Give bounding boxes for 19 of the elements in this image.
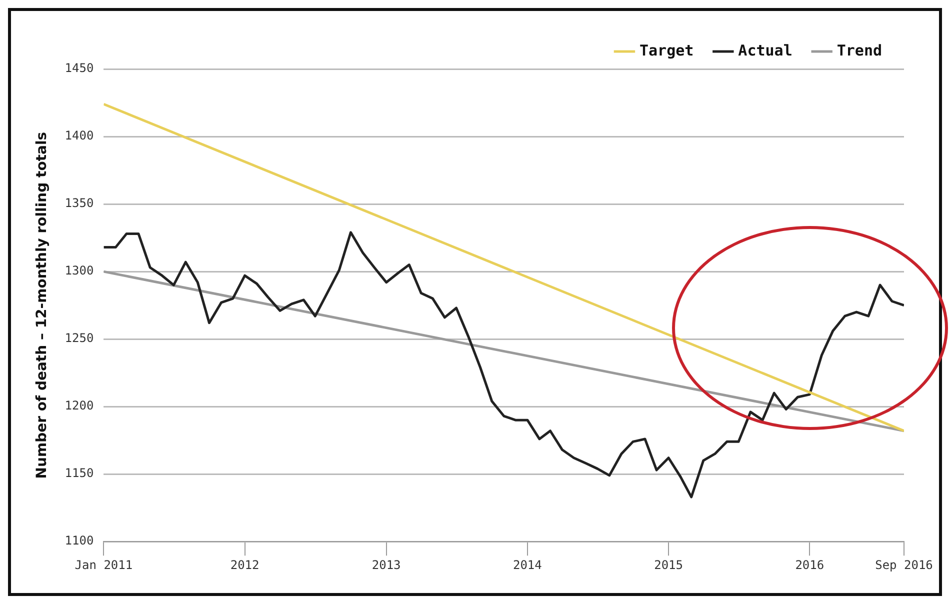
x-tick-label: Jan 2011 <box>74 558 133 572</box>
y-tick-label: 1100 <box>64 534 94 548</box>
y-tick-label: 1200 <box>64 398 94 413</box>
y-tick-label: 1250 <box>64 331 94 346</box>
y-tick-label: 1400 <box>64 128 94 143</box>
x-tick-label: Sep 2016 <box>875 558 933 572</box>
y-tick-label: 1450 <box>64 61 94 76</box>
x-tick-label: 2013 <box>372 558 401 572</box>
legend-label: Actual <box>738 41 792 60</box>
legend-label: Target <box>639 41 694 60</box>
y-tick-label: 1300 <box>64 264 94 278</box>
y-tick-label: 1150 <box>64 466 94 480</box>
x-tick-label: 2015 <box>654 558 683 572</box>
x-tick-label: 2014 <box>512 558 542 572</box>
legend-label: Trend <box>836 41 882 60</box>
y-axis-title: Number of death – 12-monthly rolling totals <box>34 132 50 479</box>
x-tick-label: 2016 <box>795 558 824 572</box>
x-tick-label: 2012 <box>230 558 260 572</box>
y-tick-label: 1350 <box>64 196 94 210</box>
